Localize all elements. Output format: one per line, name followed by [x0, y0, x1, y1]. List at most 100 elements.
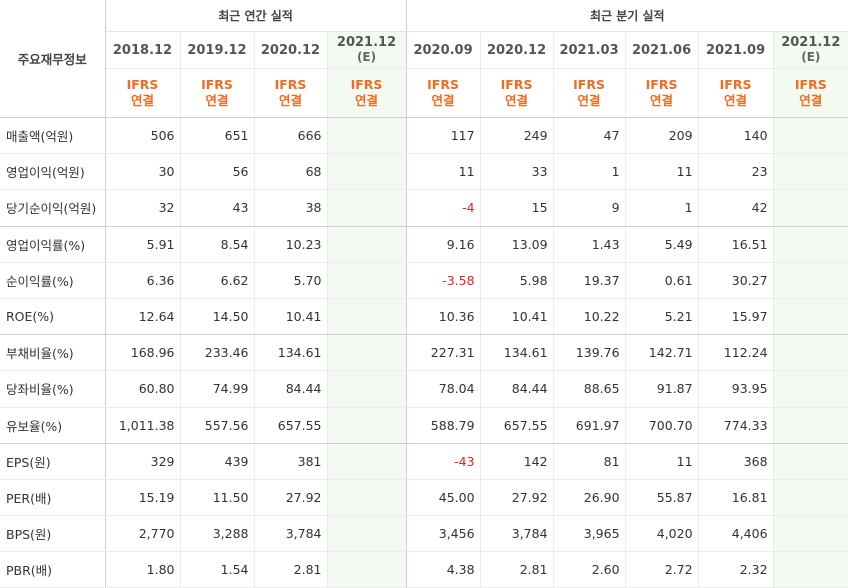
table-cell: 11.50: [180, 479, 255, 517]
consolidated-label: 연결: [577, 93, 601, 108]
table-cell: 78.04: [406, 370, 481, 408]
annual-group-title: 최근 연간 실적: [105, 0, 407, 32]
table-cell: 249: [480, 117, 554, 155]
table-cell: [327, 370, 407, 408]
table-cell: 1: [553, 153, 626, 191]
period-header: 2020.12: [254, 31, 328, 69]
consolidated-label: 연결: [355, 93, 379, 108]
table-cell: -43: [406, 443, 481, 480]
table-cell: [773, 443, 848, 480]
ifrs-label: IFRS: [126, 77, 159, 92]
table-cell: 2.81: [480, 551, 554, 588]
period-header: 2018.12: [105, 31, 181, 69]
table-cell: 45.00: [406, 479, 481, 517]
table-cell: 32: [105, 189, 181, 227]
table-cell: 3,288: [180, 515, 255, 553]
table-body: 매출액(억원) 506 651 666 117 249 47 209 140 영업이익(억원) 30…: [0, 117, 848, 588]
table-cell: [773, 153, 848, 191]
table-cell: 4.38: [406, 551, 481, 588]
period-date: 2021.12: [336, 35, 397, 50]
period-date: 2020.09: [413, 42, 473, 58]
table-cell: 68: [254, 153, 328, 191]
table-cell: [773, 370, 848, 408]
table-cell: [773, 226, 848, 263]
estimate-marker: (E): [801, 50, 821, 64]
table-cell: 5.70: [254, 262, 328, 299]
table-cell: 6.62: [180, 262, 255, 299]
row-label: 매출액(억원): [0, 117, 106, 155]
table-row: 순이익률(%) 6.36 6.62 5.70 -3.58 5.98 19.37 0.61 30.…: [0, 262, 848, 299]
table-cell: [327, 479, 407, 517]
period-date: 2021.09: [705, 42, 766, 58]
consolidated-label: 연결: [278, 93, 302, 108]
table-cell: 74.99: [180, 370, 255, 408]
table-cell: 4,020: [625, 515, 699, 553]
table-cell: 112.24: [698, 334, 774, 372]
table-cell: [327, 334, 407, 372]
table-cell: 19.37: [553, 262, 626, 299]
table-cell: 774.33: [698, 407, 774, 444]
table-cell: 5.49: [625, 226, 699, 263]
table-cell: 233.46: [180, 334, 255, 372]
table-cell: 84.44: [254, 370, 328, 408]
table-cell: 657.55: [254, 407, 328, 444]
table-cell: 700.70: [625, 407, 699, 444]
table-cell: 8.54: [180, 226, 255, 263]
table-cell: 15.97: [698, 298, 774, 336]
table-cell: [327, 407, 407, 444]
table-cell: 11: [406, 153, 481, 191]
table-cell: 5.98: [480, 262, 554, 299]
period-header: 2021.06: [625, 31, 699, 69]
table-row: 부채비율(%) 168.96 233.46 134.61 227.31 134.61 139…: [0, 334, 848, 372]
table-cell: 93.95: [698, 370, 774, 408]
row-label: 영업이익(억원): [0, 153, 106, 191]
table-cell: 117: [406, 117, 481, 155]
period-header: 2021.12 (E): [773, 31, 848, 69]
table-cell: 134.61: [480, 334, 554, 372]
table-cell: 657.55: [480, 407, 554, 444]
table-cell: [773, 551, 848, 588]
ifrs-label: IFRS: [350, 77, 383, 92]
table-cell: [773, 479, 848, 517]
table-cell: 16.81: [698, 479, 774, 517]
table-cell: [773, 117, 848, 155]
table-row: BPS(원) 2,770 3,288 3,784 3,456 3,784 3,965 4,02…: [0, 515, 848, 553]
consolidated-label: 연결: [130, 93, 154, 108]
table-row: 영업이익(억원) 30 56 68 11 33 1 11 23: [0, 153, 848, 191]
table-cell: 3,784: [480, 515, 554, 553]
table-cell: [327, 298, 407, 336]
ifrs-label: IFRS: [427, 77, 459, 92]
table-cell: 1.54: [180, 551, 255, 588]
table-row: EPS(원) 329 439 381 -43 142 81 11 368: [0, 443, 848, 480]
table-cell: 3,965: [553, 515, 626, 553]
table-cell: 16.51: [698, 226, 774, 263]
row-label: BPS(원): [0, 515, 106, 553]
table-cell: 227.31: [406, 334, 481, 372]
table-cell: [773, 407, 848, 444]
table-cell: 12.64: [105, 298, 181, 336]
table-cell: 5.91: [105, 226, 181, 263]
table-cell: 81: [553, 443, 626, 480]
ifrs-header-row: IFRS 연결 IFRS 연결 IFRS 연결 IFRS 연결 IFRS 연결 IFRS 연결 IFRS…: [0, 68, 848, 118]
table-cell: [327, 153, 407, 191]
ifrs-consolidated-label: IFRS 연결: [327, 68, 407, 118]
table-cell: 27.92: [480, 479, 554, 517]
ifrs-consolidated-label: IFRS 연결: [553, 68, 626, 118]
table-cell: 651: [180, 117, 255, 155]
table-cell: 3,456: [406, 515, 481, 553]
ifrs-label: IFRS: [201, 77, 233, 92]
row-label: 당좌비율(%): [0, 370, 106, 408]
table-cell: 1,011.38: [105, 407, 181, 444]
row-label: 유보율(%): [0, 407, 106, 444]
table-cell: 27.92: [254, 479, 328, 517]
ifrs-label: IFRS: [719, 77, 752, 92]
table-cell: [327, 189, 407, 227]
table-cell: 42: [698, 189, 774, 227]
table-cell: -3.58: [406, 262, 481, 299]
table-cell: 91.87: [625, 370, 699, 408]
table-cell: 43: [180, 189, 255, 227]
consolidated-label: 연결: [799, 93, 823, 108]
table-cell: [773, 515, 848, 553]
table-cell: 84.44: [480, 370, 554, 408]
